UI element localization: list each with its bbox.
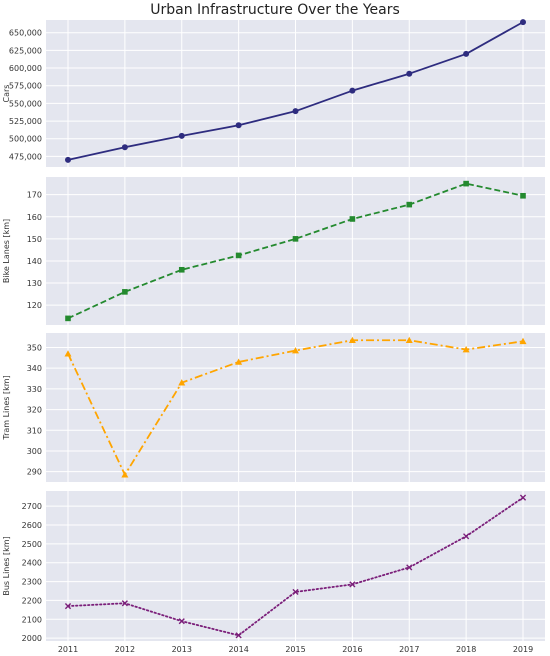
data-point xyxy=(178,618,185,625)
y-axis-label: Cars xyxy=(2,85,11,103)
data-point xyxy=(235,252,242,259)
y-tick-label: 2600 xyxy=(22,521,42,530)
data-point xyxy=(348,336,356,344)
y-axis-label: Bike Lanes [km] xyxy=(2,219,11,283)
y-tick-label: 140 xyxy=(27,257,42,266)
data-point xyxy=(520,192,526,199)
x-tick-label: 2013 xyxy=(172,645,192,654)
x-tick-label: 2011 xyxy=(58,645,78,654)
data-point xyxy=(406,564,413,571)
y-tick-label: 550,000 xyxy=(9,99,42,108)
data-point xyxy=(463,180,469,187)
data-point xyxy=(406,201,413,208)
y-tick-label: 310 xyxy=(27,426,42,435)
data-point xyxy=(178,266,185,273)
y-tick-label: 330 xyxy=(27,385,42,394)
y-tick-label: 320 xyxy=(27,406,42,415)
y-tick-label: 2300 xyxy=(22,578,42,587)
data-point xyxy=(349,581,356,588)
y-tick-label: 2200 xyxy=(22,596,42,605)
series-line-bus-lines-km xyxy=(67,496,524,637)
data-point xyxy=(121,471,129,478)
x-tick-label: 2017 xyxy=(399,645,419,654)
data-point xyxy=(235,122,242,129)
data-point xyxy=(121,600,128,607)
y-tick-label: 160 xyxy=(27,213,42,222)
data-point xyxy=(292,108,299,115)
data-point xyxy=(122,289,128,295)
data-point xyxy=(292,236,299,242)
y-tick-label: 600,000 xyxy=(9,64,42,73)
y-tick-label: 2100 xyxy=(22,615,42,624)
data-point xyxy=(178,379,186,386)
data-point xyxy=(65,156,71,163)
y-tick-label: 290 xyxy=(27,468,42,477)
data-point xyxy=(463,50,470,57)
data-point xyxy=(235,632,242,639)
data-point xyxy=(64,602,72,610)
y-tick-label: 150 xyxy=(27,235,42,244)
data-point xyxy=(349,87,356,94)
y-tick-label: 650,000 xyxy=(9,29,42,38)
data-point xyxy=(519,494,527,501)
x-tick-label: 2015 xyxy=(285,645,305,654)
series-line-tram-lines-km xyxy=(67,339,524,476)
y-tick-label: 525,000 xyxy=(9,117,42,126)
y-tick-label: 2700 xyxy=(22,502,42,511)
y-tick-label: 2400 xyxy=(22,559,42,568)
y-tick-label: 475,000 xyxy=(9,152,42,161)
data-point xyxy=(64,350,72,357)
data-point xyxy=(405,336,413,344)
data-point xyxy=(462,346,470,353)
data-point xyxy=(121,144,128,151)
y-tick-label: 130 xyxy=(27,279,42,288)
data-point xyxy=(349,216,356,222)
y-tick-label: 120 xyxy=(27,301,42,310)
chart-panels: 475,000 500,000 525,000 550,000 575,000 600,0… xyxy=(2,19,545,654)
series-line-bike-lanes-km xyxy=(67,182,524,320)
panel-bus-lines-km: 2000 2100 2200 2300 2400 2500 2600 2700 Bus Line… xyxy=(2,491,545,654)
data-point xyxy=(178,132,185,139)
data-point xyxy=(519,337,527,345)
x-tick-label: 2012 xyxy=(115,645,135,654)
y-tick-label: 575,000 xyxy=(9,82,42,91)
data-point xyxy=(292,347,299,354)
data-point xyxy=(292,588,299,596)
data-point xyxy=(235,358,243,365)
y-tick-label: 2000 xyxy=(22,634,42,643)
x-tick-label: 2018 xyxy=(456,645,476,654)
x-tick-label: 2016 xyxy=(342,645,362,654)
x-tick-label: 2014 xyxy=(228,645,248,654)
panel-bike-lanes-km: 120 130 140 150 160 170 Bike Lanes [km] xyxy=(2,177,545,325)
data-point xyxy=(520,19,526,26)
y-tick-label: 625,000 xyxy=(9,46,42,55)
y-tick-label: 500,000 xyxy=(9,135,42,144)
y-tick-label: 170 xyxy=(27,191,42,200)
y-axis-label: Tram Lines [km] xyxy=(2,375,11,440)
y-tick-label: 300 xyxy=(27,447,42,456)
y-tick-label: 340 xyxy=(27,364,42,373)
data-point xyxy=(65,315,71,322)
y-tick-label: 2500 xyxy=(22,540,42,549)
chart-title: Urban Infrastructure Over the Years xyxy=(150,2,400,18)
y-tick-label: 350 xyxy=(27,343,42,352)
panel-cars: 475,000 500,000 525,000 550,000 575,000 600,0… xyxy=(2,19,545,167)
data-point xyxy=(463,533,470,540)
x-tick-label: 2019 xyxy=(513,645,533,654)
data-point xyxy=(406,70,413,77)
panel-tram-lines-km: 290 300 310 320 330 340 350 Tram Lines [km] xyxy=(2,333,545,482)
y-axis-label: Bus Lines [km] xyxy=(2,536,11,595)
